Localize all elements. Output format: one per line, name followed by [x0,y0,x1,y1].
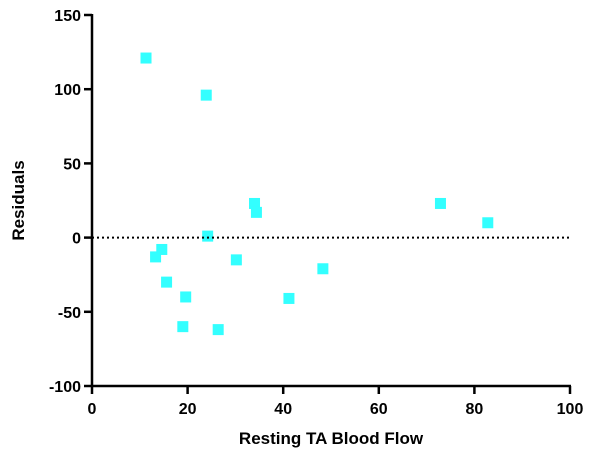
data-point [156,243,168,255]
data-point [150,251,162,263]
data-point [200,89,212,101]
y-tick-label: 0 [72,231,81,248]
data-point [482,217,494,229]
data-point [434,197,446,209]
x-tick-label: 20 [179,401,197,418]
data-point [202,230,214,242]
x-tick-label: 0 [88,401,97,418]
y-tick-label: 150 [54,8,81,25]
y-tick-label: -100 [49,379,81,396]
x-tick-label: 100 [557,401,584,418]
y-tick-label: 50 [63,156,81,173]
data-point [317,263,329,275]
x-axis-ticks: 0 20 40 60 80 100 [88,386,584,418]
data-point [249,197,261,209]
y-axis-ticks: -100 -50 0 50 100 150 [49,8,92,396]
data-point [230,254,242,266]
data-point [177,321,189,333]
y-tick-label: -50 [58,305,81,322]
data-point [212,324,224,336]
data-points [140,52,494,336]
y-tick-label: 100 [54,82,81,99]
x-axis-title: Resting TA Blood Flow [239,429,424,448]
x-tick-label: 40 [274,401,292,418]
data-point [250,206,262,218]
y-axis-title: Residuals [9,160,28,240]
x-tick-label: 80 [466,401,484,418]
data-point [180,291,192,303]
data-point [161,276,173,288]
data-point [283,292,295,304]
data-point [140,52,152,64]
x-tick-label: 60 [370,401,388,418]
